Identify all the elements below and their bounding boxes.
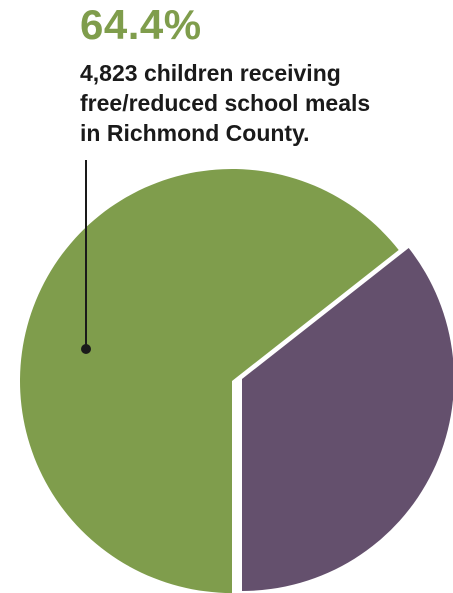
highlight-percentage: 64.4% (80, 1, 202, 48)
leader-dot (81, 344, 91, 354)
pie-slice-highlight (20, 168, 399, 593)
description-line-3: in Richmond County. (80, 120, 310, 146)
highlight-description: 4,823 children receiving free/reduced sc… (80, 58, 450, 148)
description-line-1: 4,823 children receiving (80, 60, 341, 86)
description-line-2: free/reduced school meals (80, 90, 371, 116)
pie-slice-remainder (242, 248, 453, 591)
